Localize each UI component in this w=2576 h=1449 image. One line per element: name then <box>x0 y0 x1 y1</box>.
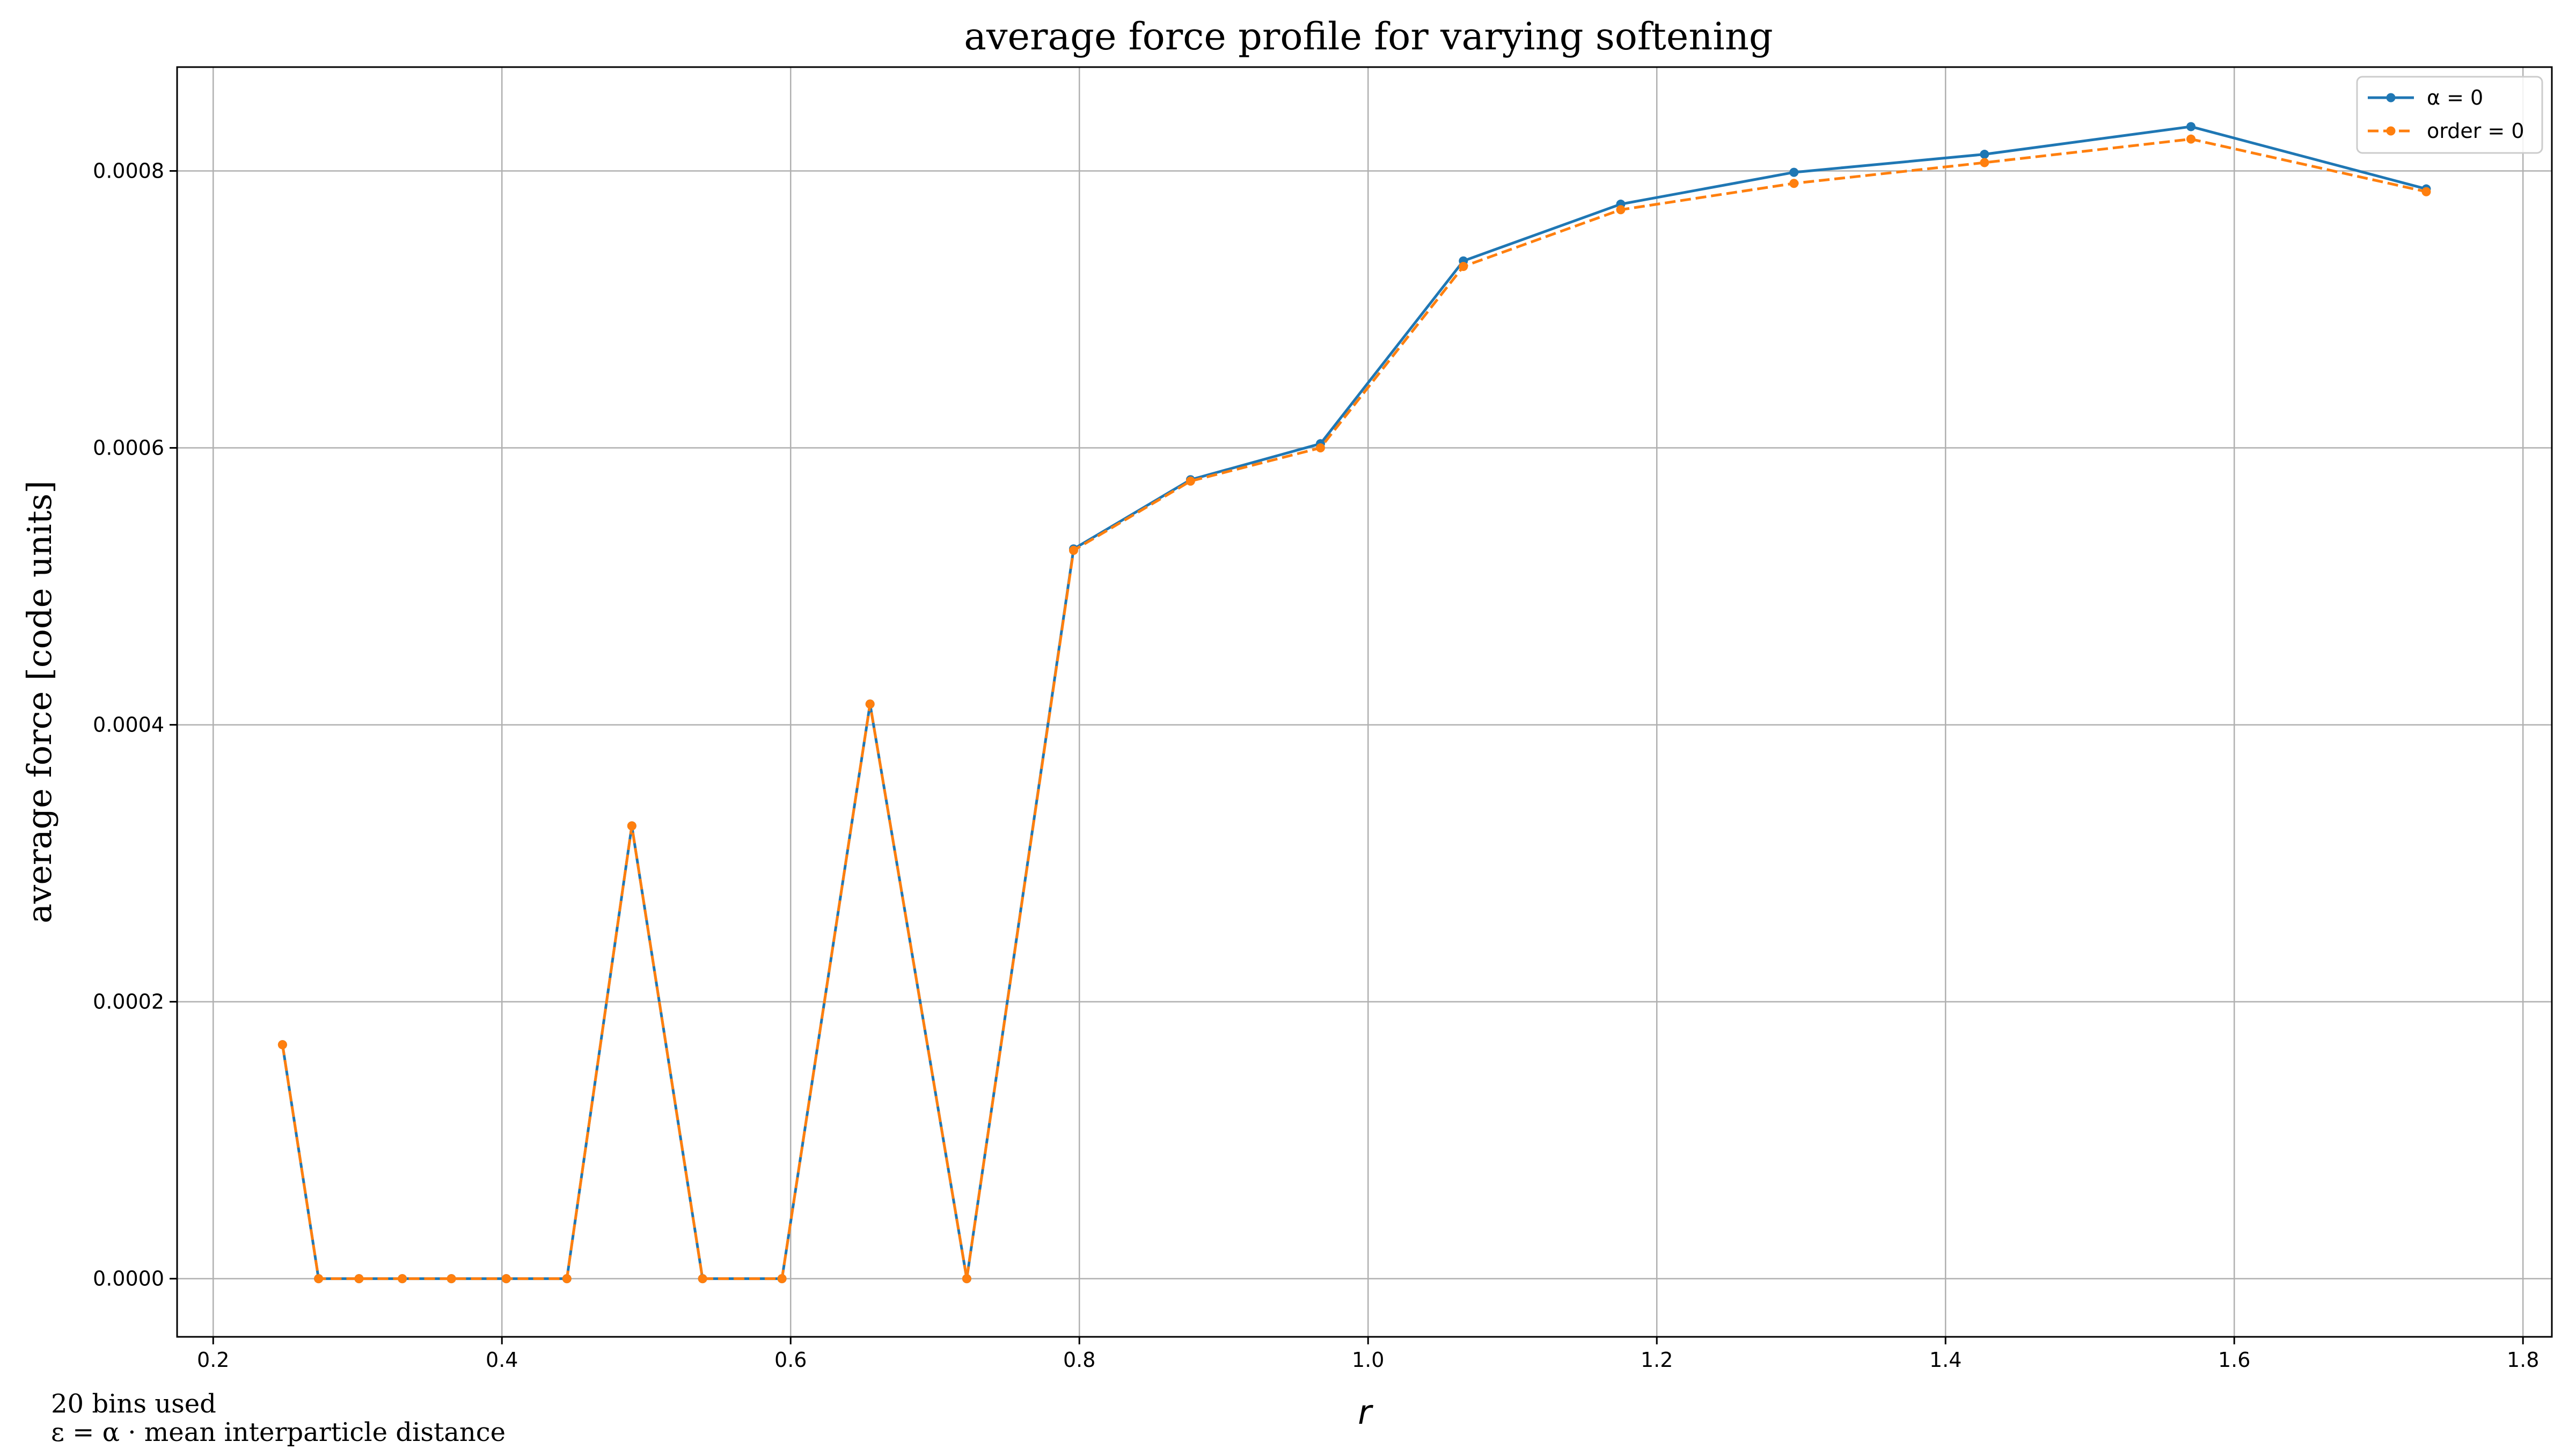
y-tick-label: 0.0004 <box>93 713 164 737</box>
x-axis-label: r <box>1358 1393 1373 1432</box>
x-tick-label: 1.6 <box>2218 1348 2250 1372</box>
grid <box>177 67 2552 1337</box>
legend: α = 0 order = 0 <box>2356 76 2543 154</box>
series-1-point <box>1980 150 1989 159</box>
series-2-point <box>1315 443 1325 453</box>
series-2-point <box>1185 476 1195 486</box>
legend-marker-1 <box>2386 93 2396 103</box>
x-tick-label: 0.8 <box>1063 1348 1095 1372</box>
series-1-point <box>2186 122 2196 131</box>
y-tick-label: 0.0008 <box>93 159 164 183</box>
series-2-point <box>398 1274 407 1284</box>
series-2-point <box>1980 158 1989 167</box>
series-2-point <box>501 1274 511 1284</box>
series-2-point <box>277 1040 287 1050</box>
legend-marker-2 <box>2386 126 2396 136</box>
plot-frame <box>176 66 2553 1338</box>
x-tick-label: 1.2 <box>1641 1348 1673 1372</box>
series-2-point <box>562 1274 572 1284</box>
series-2-point <box>962 1274 971 1284</box>
x-tick-label: 0.4 <box>486 1348 518 1372</box>
x-tick-label: 0.2 <box>197 1348 229 1372</box>
chart-title: average force profile for varying soften… <box>964 14 1773 58</box>
legend-label-1: α = 0 <box>2427 86 2483 109</box>
series-2-point <box>447 1274 456 1284</box>
y-axis-label: average force [code units] <box>20 480 59 923</box>
series-2-point <box>627 821 636 831</box>
bins-note: 20 bins used <box>51 1389 216 1419</box>
series-2-point <box>314 1274 324 1284</box>
plot-series <box>277 122 2431 1284</box>
series-2-point <box>698 1274 707 1284</box>
series-2-point <box>354 1274 364 1284</box>
x-tick-label: 1.8 <box>2507 1348 2539 1372</box>
series-1-point <box>1789 167 1799 177</box>
series-2-point <box>1616 205 1626 215</box>
series-2-point <box>1789 179 1799 188</box>
series-2-point <box>1069 545 1078 555</box>
axis-ticks: 0.2 0.4 0.6 0.8 1.0 1.2 1.4 1.6 1.8 0.0000 0.0002 0… <box>93 159 2539 1372</box>
series-2-point <box>865 699 875 709</box>
series-2-point <box>2186 134 2196 144</box>
x-tick-label: 1.4 <box>1929 1348 1962 1372</box>
series-2-point <box>2421 187 2431 196</box>
series-2-point <box>777 1274 787 1284</box>
y-tick-label: 0.0006 <box>93 436 164 460</box>
x-tick-label: 1.0 <box>1352 1348 1384 1372</box>
y-tick-label: 0.0000 <box>93 1267 164 1291</box>
series-2-point <box>1459 262 1468 272</box>
legend-frame <box>2356 76 2543 154</box>
legend-label-2: order = 0 <box>2427 119 2524 143</box>
x-tick-label: 0.6 <box>774 1348 807 1372</box>
y-tick-label: 0.0002 <box>93 990 164 1014</box>
softening-note: ε = α · mean interparticle distance <box>51 1417 506 1447</box>
